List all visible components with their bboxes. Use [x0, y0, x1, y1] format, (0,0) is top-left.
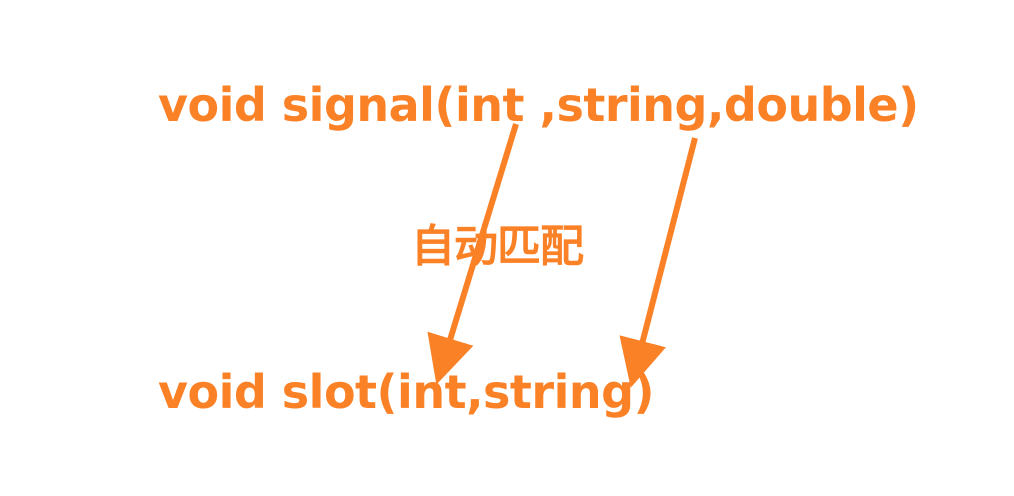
string-match-arrow: [619, 137, 698, 388]
signal-declaration: void signal(int ,string,double): [158, 78, 919, 132]
slot-declaration: void slot(int,string): [158, 365, 655, 419]
auto-match-label: 自动匹配: [411, 221, 584, 272]
